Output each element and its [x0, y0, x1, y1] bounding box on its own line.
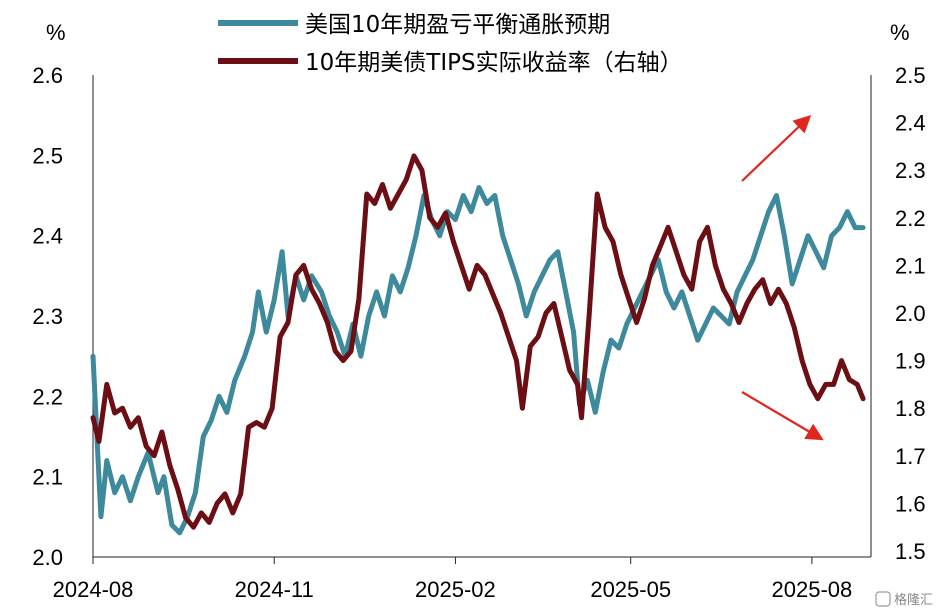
y-right-tick-label: 2.2: [895, 206, 926, 231]
left-unit-label: %: [46, 20, 66, 45]
y-left-tick-label: 2.3: [32, 304, 63, 329]
watermark-logo-icon: [875, 591, 891, 607]
y-left-tick-label: 2.0: [32, 545, 63, 570]
series-line-1: [90, 185, 866, 536]
right-axis: 1.5 1.6 1.7 1.8 1.9 2.0 2.1 2.2 2.3 2.4 2.5: [870, 63, 926, 564]
y-right-tick-label: 1.9: [895, 349, 926, 374]
x-tick-label: 2024-11: [235, 577, 314, 602]
y-right-tick-label: 2.3: [895, 158, 926, 183]
arrow-down-icon: [741, 391, 824, 441]
x-axis: 2024-08 2024-11 2025-02 2025-05 2025-08: [53, 556, 871, 602]
trend-arrows: [741, 114, 824, 441]
y-left-tick-label: 2.6: [32, 63, 63, 88]
x-tick-label: 2025-08: [772, 577, 853, 602]
y-left-tick-label: 2.5: [32, 143, 63, 168]
x-tick-label: 2024-08: [53, 577, 134, 602]
watermark-text: 格隆汇: [894, 592, 933, 608]
y-right-tick-label: 2.1: [895, 253, 926, 278]
y-left-tick-label: 2.2: [32, 384, 63, 409]
legend-label-2: 10年期美债TIPS实际收益率（右轴）: [305, 50, 683, 76]
x-tick-label: 2025-05: [590, 577, 671, 602]
y-left-tick-label: 2.4: [32, 224, 63, 249]
y-right-tick-label: 2.0: [895, 301, 926, 326]
series-lines: [90, 153, 866, 536]
left-axis: 2.0 2.1 2.2 2.3 2.4 2.5 2.6: [32, 63, 94, 570]
y-right-tick-label: 2.5: [895, 63, 926, 88]
y-right-tick-label: 1.6: [895, 491, 926, 516]
y-right-tick-label: 1.5: [895, 539, 926, 564]
legend: 美国10年期盈亏平衡通胀预期 10年期美债TIPS实际收益率（右轴）: [218, 12, 683, 76]
right-unit-label: %: [890, 20, 910, 45]
series-line-2: [90, 153, 866, 530]
x-tick-label: 2025-02: [415, 577, 496, 602]
y-left-tick-label: 2.1: [32, 465, 63, 490]
y-right-tick-label: 1.8: [895, 396, 926, 421]
watermark: 格隆汇: [875, 591, 933, 608]
y-right-tick-label: 1.7: [895, 444, 926, 469]
y-right-tick-label: 2.4: [895, 111, 926, 136]
legend-label-1: 美国10年期盈亏平衡通胀预期: [305, 12, 610, 38]
arrow-up-icon: [741, 114, 812, 182]
